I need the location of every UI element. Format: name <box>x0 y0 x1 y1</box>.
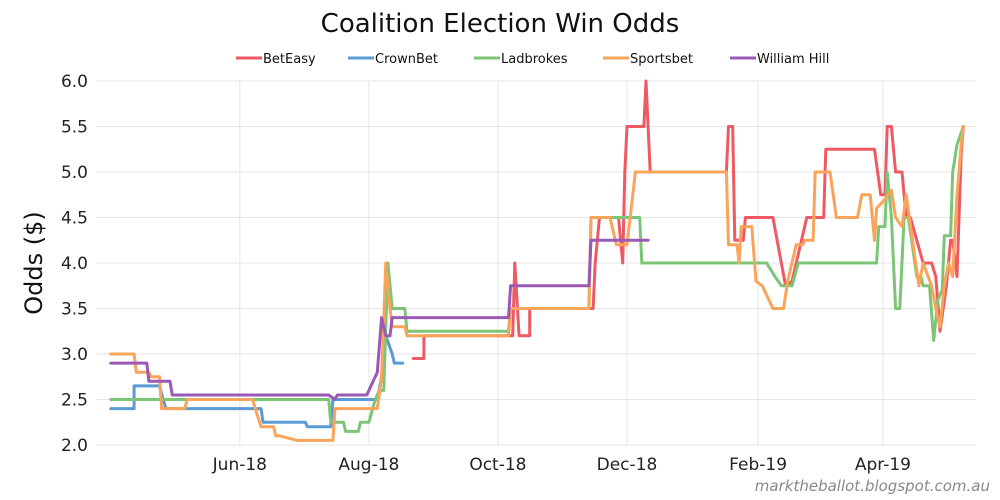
y-tick-label: 5.0 <box>61 163 88 183</box>
credit-annotation: marktheballot.blogspot.com.au <box>755 477 990 495</box>
legend-entry: Ladbrokes <box>501 52 568 67</box>
y-tick-label: 6.0 <box>61 72 88 92</box>
series-line-crownbet <box>109 334 405 429</box>
y-tick-label: 3.5 <box>61 300 88 320</box>
x-tick-label: Oct-18 <box>469 455 526 475</box>
x-axis: Jun-18 Aug-18 Oct-18 Dec-18 Feb-19 Apr-19 <box>212 455 911 475</box>
legend-entry: CrownBet <box>375 52 438 67</box>
x-tick-label: Dec-18 <box>597 455 658 475</box>
legend-entry: BetEasy <box>263 52 316 67</box>
y-tick-label: 2.5 <box>61 391 88 411</box>
x-tick-label: Jun-18 <box>212 455 267 475</box>
y-tick-label: 2.0 <box>61 436 88 456</box>
legend: BetEasy CrownBet Ladbrokes Sportsbet William… <box>236 52 829 67</box>
series-line-william-hill <box>109 238 650 401</box>
y-tick-label: 3.0 <box>61 345 88 365</box>
series-line-sportsbet <box>109 125 965 442</box>
y-tick-label: 5.5 <box>61 118 88 138</box>
plot-area <box>109 79 965 442</box>
series-line-beteasy <box>411 79 965 360</box>
y-axis-label: Odds ($) <box>20 211 48 315</box>
y-tick-label: 4.5 <box>61 209 88 229</box>
grid-lines <box>96 80 976 446</box>
y-axis: 2.0 2.5 3.0 3.5 4.0 4.5 5.0 5.5 6.0 <box>61 72 88 456</box>
chart-title: Coalition Election Win Odds <box>321 9 680 39</box>
x-tick-label: Apr-19 <box>855 455 911 475</box>
x-tick-label: Aug-18 <box>338 455 399 475</box>
y-tick-label: 4.0 <box>61 254 88 274</box>
legend-entry: Sportsbet <box>630 52 693 67</box>
x-tick-label: Feb-19 <box>729 455 787 475</box>
legend-entry: William Hill <box>757 52 829 67</box>
